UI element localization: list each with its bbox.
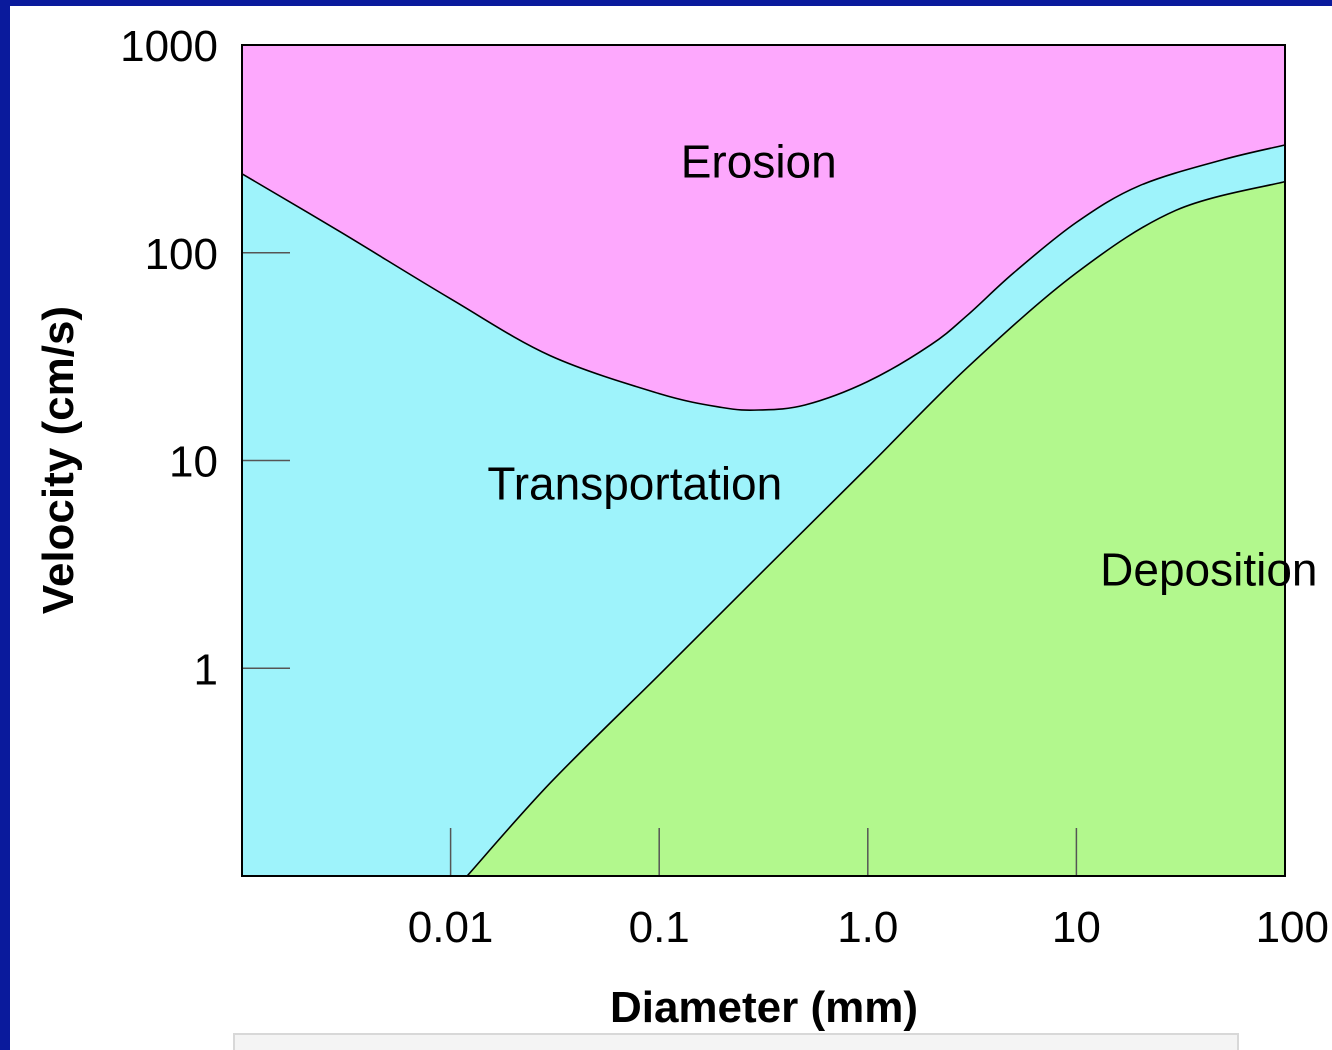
bottom-panel (233, 1033, 1239, 1050)
deposition-boundary-line (466, 180, 1286, 877)
x-tick-label: 10 (1052, 903, 1101, 952)
y-tick-label: 10 (169, 438, 218, 487)
y-axis-tick-labels: 1 10 100 1000 (120, 22, 218, 694)
x-tick-label: 100 (1256, 903, 1329, 952)
deposition-label: Deposition (1100, 544, 1317, 596)
erosion-label: Erosion (681, 136, 837, 188)
x-tick-label: 1.0 (837, 903, 898, 952)
y-axis-title: Velocity (cm/s) (34, 306, 83, 614)
transportation-label: Transportation (487, 457, 782, 509)
deposition-region (467, 181, 1286, 877)
erosion-region (242, 45, 1285, 411)
tick-marks (242, 252, 1078, 876)
transportation-region (242, 145, 1285, 876)
y-tick-label: 1 (194, 645, 218, 694)
x-tick-label: 0.1 (629, 903, 690, 952)
erosion-boundary-line (241, 144, 1286, 411)
y-tick-label: 1000 (120, 22, 218, 71)
x-axis-tick-labels: 0.01 0.1 1.0 10 100 (408, 903, 1329, 952)
x-tick-label: 0.01 (408, 903, 494, 952)
x-axis-title: Diameter (mm) (610, 983, 918, 1032)
plot-border (241, 44, 1286, 877)
y-tick-label: 100 (145, 230, 218, 279)
